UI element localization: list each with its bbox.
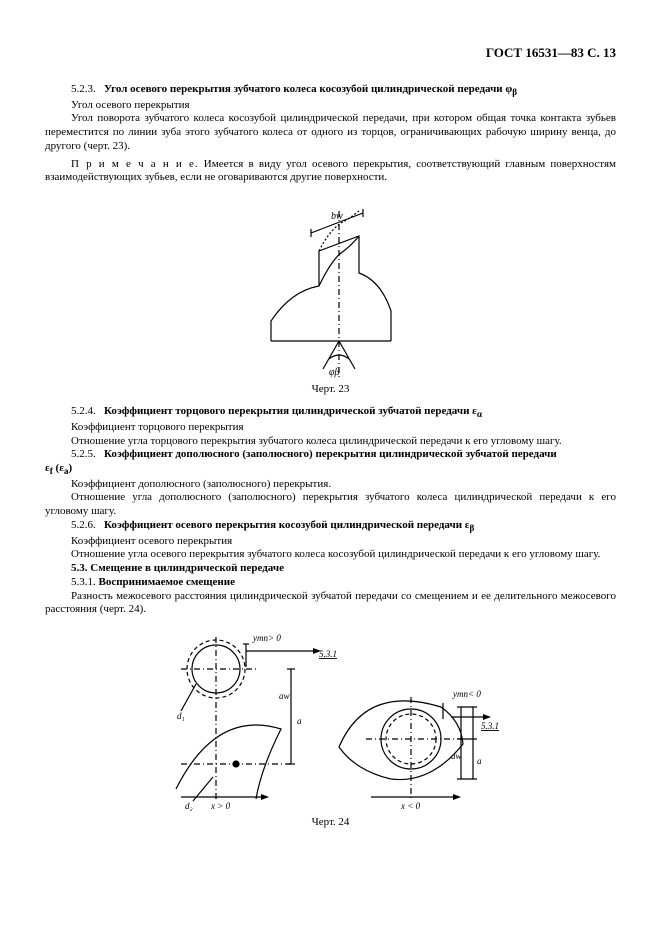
title-text: Коэффициент торцового перекрытия цилиндр… <box>104 405 477 417</box>
fig24-ref-right: 5.3.1 <box>481 721 499 731</box>
num: 5.2.5. <box>71 448 96 460</box>
page: ГОСТ 16531—83 С. 13 5.2.3. Угол осевого … <box>0 0 661 936</box>
section-5-2-4-body: Отношение угла торцового перекрытия зубч… <box>45 435 616 449</box>
title-text: Коэффициент дополюсного (заполюсного) пе… <box>104 448 557 460</box>
title-sub: α <box>477 409 482 419</box>
section-5-2-4-short: Коэффициент торцового перекрытия <box>45 421 616 435</box>
section-5-2-6-body: Отношение угла осевого перекрытия зубчат… <box>45 548 616 562</box>
figure-24: 5.3.1 ymn< 0 5.3.1 <box>161 629 501 814</box>
num: 5.3. <box>71 562 88 574</box>
figure-23-caption: Черт. 23 <box>45 383 616 395</box>
fig24-xneg: x < 0 <box>400 801 421 811</box>
section-5-2-6-title: 5.2.6. Коэффициент осевого перекрытия ко… <box>45 519 616 535</box>
fig24-d1-l: d₁ <box>177 711 185 721</box>
fig24-ympos: ymn> 0 <box>252 633 281 643</box>
num: 5.2.3. <box>71 83 96 95</box>
note-label: П р и м е ч а н и е. <box>71 158 199 170</box>
section-5-2-3-body: Угол поворота зубчатого колеса косозубой… <box>45 112 616 153</box>
section-5-2-6-short: Коэффициент осевого перекрытия <box>45 535 616 549</box>
section-5-3-1-body: Разность межосевого расстояния цилиндрич… <box>45 590 616 618</box>
section-5-2-5-short: Коэффициент дополюсного (заполюсного) пе… <box>45 478 616 492</box>
fig24-a-r: a <box>477 756 482 766</box>
figure-23: bw φβ <box>241 191 421 381</box>
section-5-2-4-title: 5.2.4. Коэффициент торцового перекрытия … <box>45 405 616 421</box>
fig24-aw-l: aw <box>279 691 290 701</box>
page-header: ГОСТ 16531—83 С. 13 <box>45 45 616 61</box>
title-text: Угол осевого перекрытия зубчатого колеса… <box>104 83 512 95</box>
num: 5.2.4. <box>71 405 96 417</box>
num: 5.2.6. <box>71 519 96 531</box>
fig23-label-bw: bw <box>331 211 343 222</box>
fig24-d2-l: d₂ <box>185 801 193 811</box>
section-5-2-5-body: Отношение угла дополюсного (заполюсного)… <box>45 491 616 519</box>
section-5-2-3-note: П р и м е ч а н и е. Имеется в виду угол… <box>45 158 616 186</box>
section-5-2-3-short: Угол осевого перекрытия <box>45 99 616 113</box>
num: 5.3.1. <box>71 576 96 588</box>
title-text: Воспринимаемое смещение <box>96 576 235 588</box>
section-5-3-title: 5.3. Смещение в цилиндрической передаче <box>45 562 616 576</box>
title-text: Коэффициент осевого перекрытия косозубой… <box>104 519 469 531</box>
pc: ) <box>68 462 72 474</box>
figure-24-caption: Черт. 24 <box>45 816 616 828</box>
section-5-3-1-title: 5.3.1. Воспринимаемое смещение <box>45 576 616 590</box>
section-5-2-5-sym: εf (εa) <box>45 462 616 478</box>
fig24-xpos: x > 0 <box>210 801 231 811</box>
fig24-aw-r: aw <box>451 751 462 761</box>
title-sub: β <box>469 523 474 533</box>
title-sub: β <box>512 87 517 97</box>
section-5-2-5-title: 5.2.5. Коэффициент дополюсного (заполюсн… <box>45 448 616 462</box>
fig24-a-l: a <box>297 716 302 726</box>
fig24-ymneg: ymn< 0 <box>452 689 481 699</box>
fig23-label-phi: φβ <box>329 367 340 378</box>
fig24-ref-left: 5.3.1 <box>319 649 337 659</box>
section-5-2-3-title: 5.2.3. Угол осевого перекрытия зубчатого… <box>45 83 616 99</box>
title-text: Смещение в цилиндрической передаче <box>88 562 284 574</box>
